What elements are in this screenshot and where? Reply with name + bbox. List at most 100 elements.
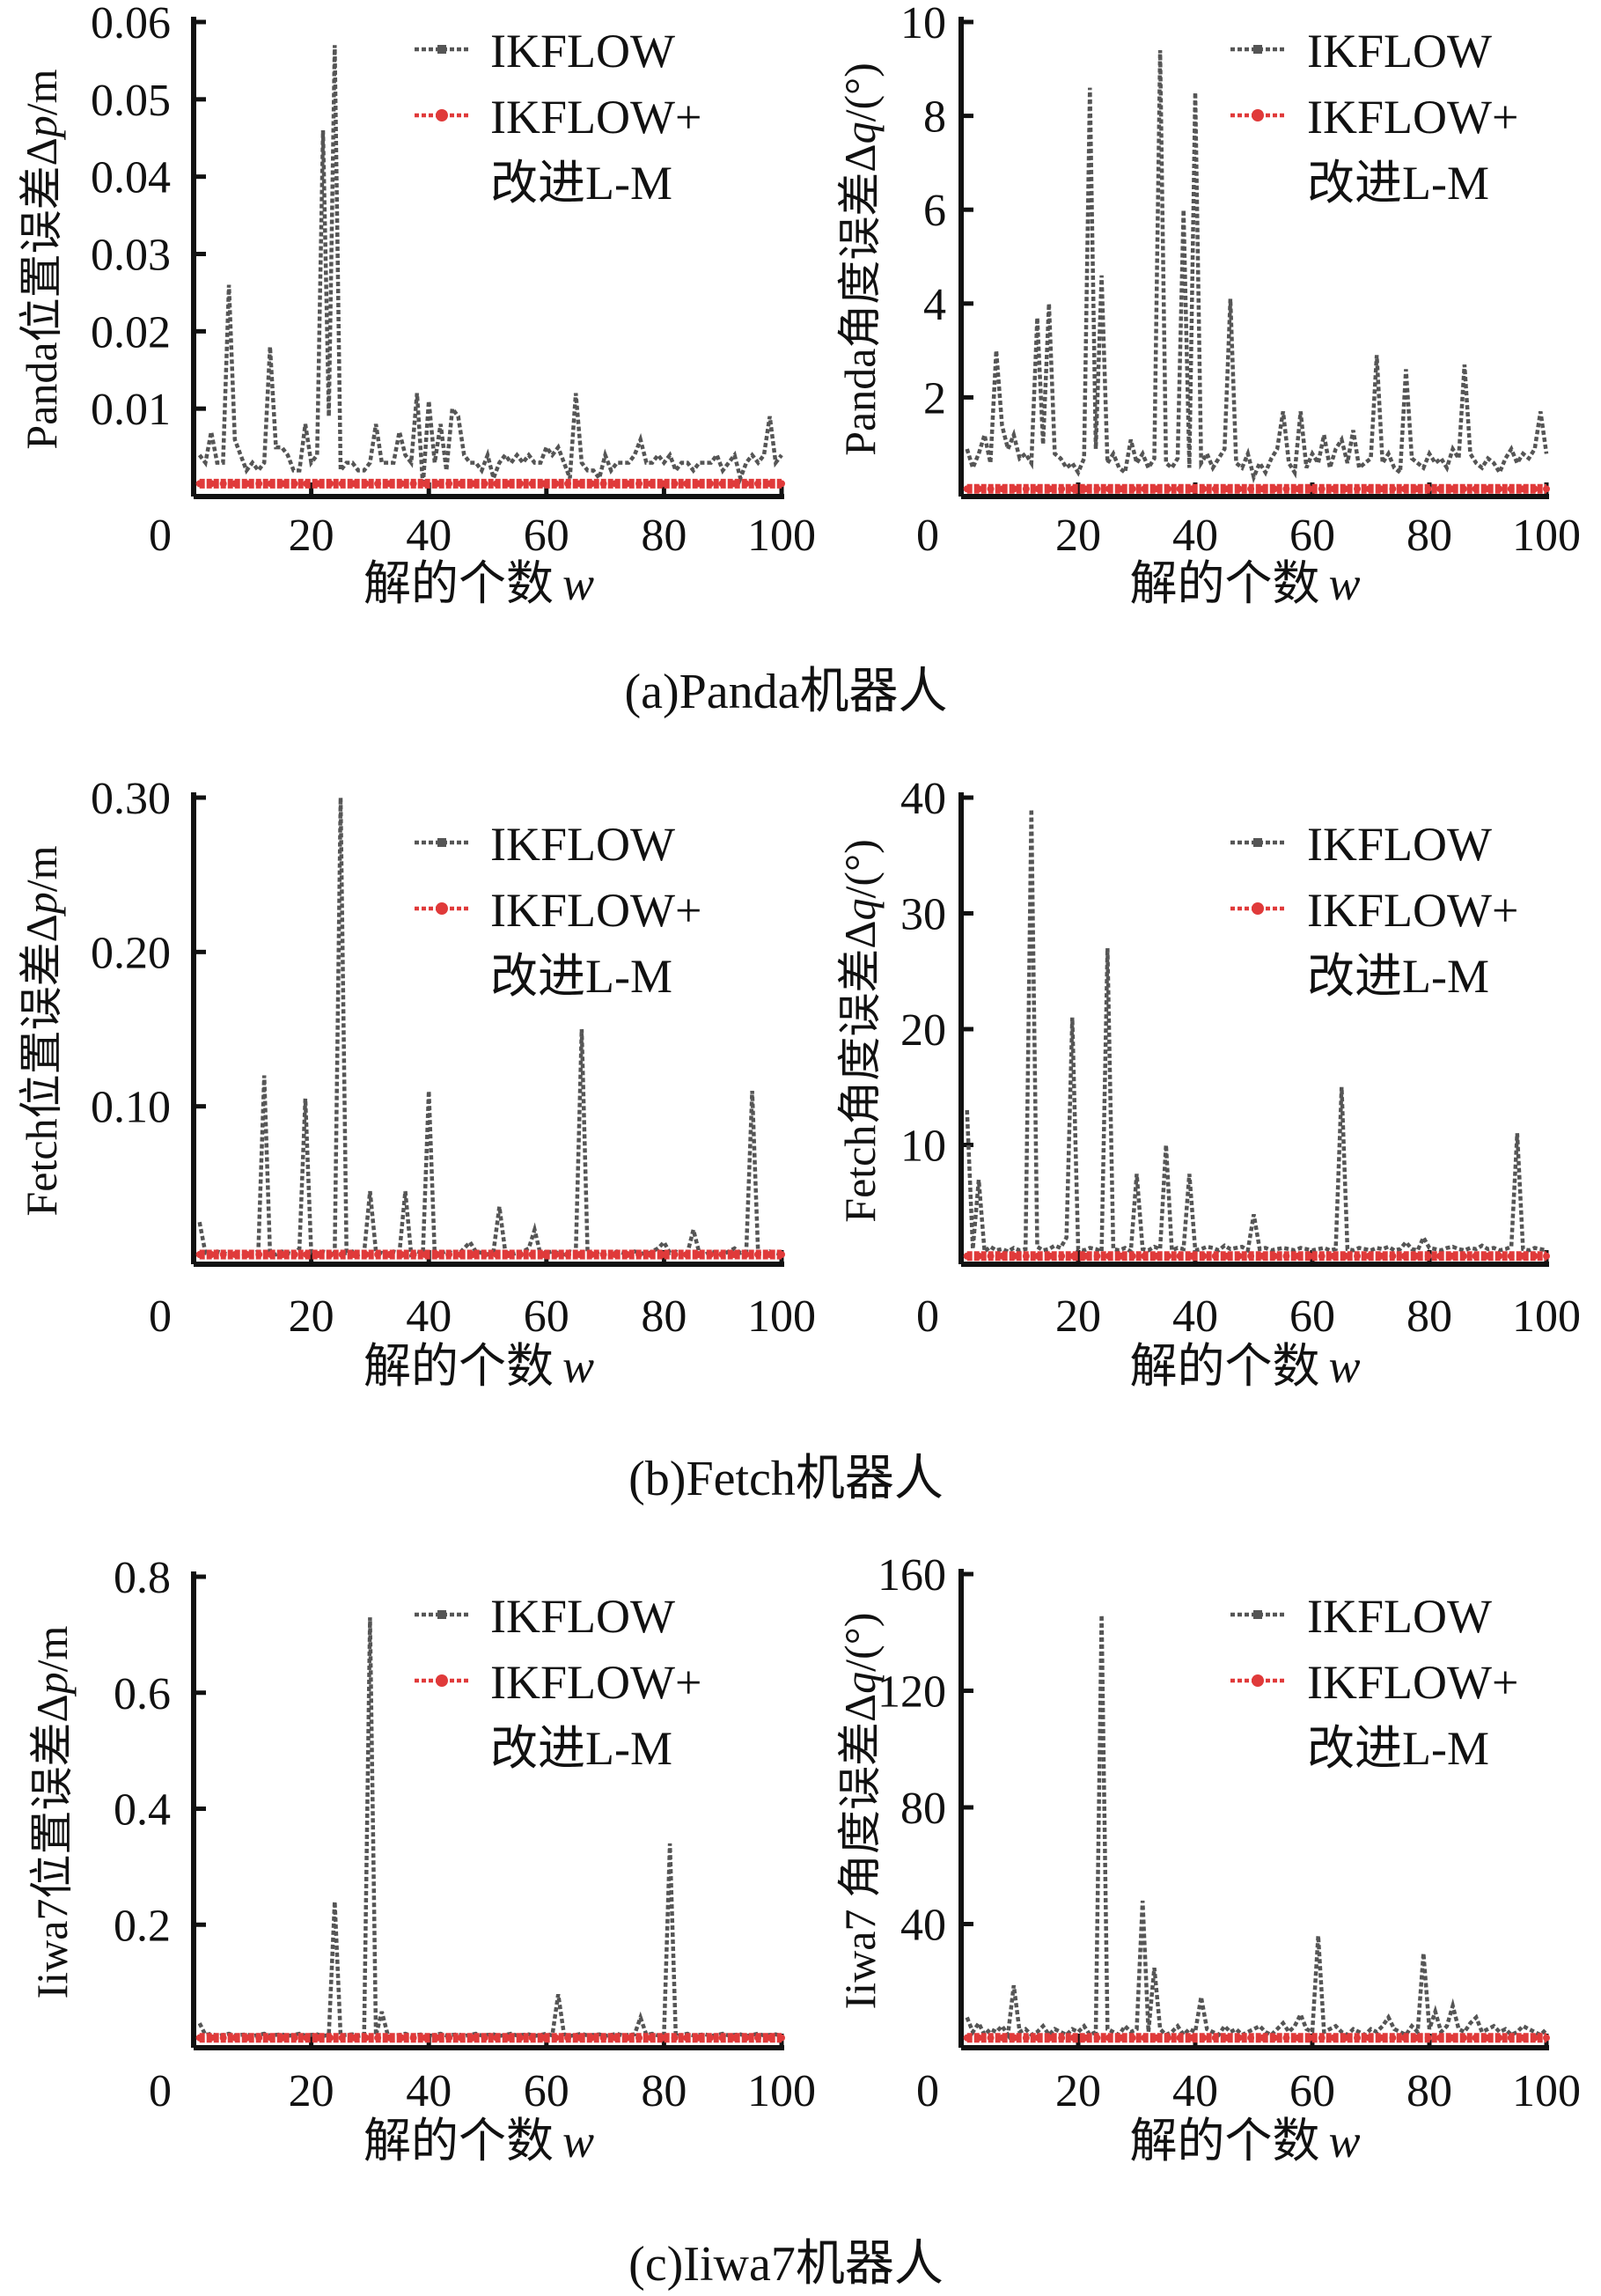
series-ikflow-plus-lm-point (1082, 1252, 1090, 1260)
series-ikflow-plus-lm-point (1141, 1252, 1149, 1260)
series-ikflow-plus-lm-point (707, 1250, 715, 1258)
series-ikflow-plus-lm-point (1247, 2034, 1255, 2042)
series-ikflow-plus-lm-point (694, 2034, 702, 2042)
series-ikflow-plus-lm-point (552, 1250, 560, 1258)
series-ikflow-plus-lm-point (998, 485, 1006, 493)
series-ikflow-plus-lm-point (469, 480, 477, 488)
series-ikflow-plus-lm-point (1459, 485, 1467, 493)
series-ikflow-plus-lm-point (1519, 1252, 1527, 1260)
chart-fetch-position: 0.10 0.20 0.30 0 20 40 60 80 100 IKFLOW IKFLOW+ 改进L… (17, 774, 816, 1393)
x-axis-label-variable: w (562, 2115, 594, 2167)
series-ikflow-plus-lm-point (718, 2034, 726, 2042)
series-ikflow-plus-lm-point (1318, 1252, 1326, 1260)
legend-ikflow-plus-label-line2: 改进L-M (1307, 950, 1489, 1003)
y-axis-label: Fetch位置误差Δp/m (17, 845, 66, 1216)
y-tick-label: 40 (900, 1901, 946, 1951)
x-tick-label: 60 (524, 2066, 569, 2116)
series-ikflow-plus-lm-point (1128, 1252, 1136, 1260)
series-ikflow-plus-lm-point (987, 485, 995, 493)
x-tick-label: 100 (1512, 1292, 1581, 1342)
series-ikflow-plus-lm-point (1211, 485, 1219, 493)
series-ikflow-plus-lm-point (1424, 485, 1432, 493)
series-ikflow-plus-lm-point (493, 2034, 501, 2042)
y-axis-label-text: Iiwa7 角度误差Δ (835, 1694, 885, 2010)
series-ikflow-plus-lm-point (433, 2034, 441, 2042)
y-axis-label-text: Panda位置误差Δ (17, 137, 66, 449)
series-ikflow-plus-lm-point (742, 1250, 750, 1258)
y-axis-label: Fetch角度误差Δq/(°) (835, 839, 885, 1222)
y-tick-label: 0.30 (91, 774, 171, 824)
y-tick-label: 0.2 (114, 1901, 171, 1951)
x-tick-label: 20 (289, 1292, 334, 1342)
series-ikflow-plus-lm-point (683, 2034, 691, 2042)
series-ikflow-plus-lm-point (362, 480, 370, 488)
series-ikflow-plus-lm-point (314, 1250, 322, 1258)
series-ikflow-plus-lm-point (1022, 2034, 1030, 2042)
legend-ikflow-plus-label: IKFLOW+ (490, 91, 701, 144)
x-tick-label: 100 (1512, 2066, 1581, 2116)
series-ikflow-plus-lm-point (1105, 485, 1113, 493)
series-ikflow-plus-lm-point (1531, 1252, 1539, 1260)
x-tick-label: 40 (406, 1292, 452, 1342)
y-tick-label: 40 (900, 774, 946, 824)
x-tick-label: 80 (641, 2066, 687, 2116)
series-ikflow-plus-lm-point (1223, 2034, 1231, 2042)
series-ikflow-plus-lm-point (517, 1250, 525, 1258)
series-ikflow-plus-lm-point (279, 2034, 287, 2042)
series-ikflow-plus-lm-point (1424, 1252, 1432, 1260)
series-ikflow-plus-lm-point (1069, 2034, 1077, 2042)
series-ikflow-line (197, 45, 783, 487)
series-ikflow-plus-lm-point (338, 1250, 346, 1258)
x-tick-label: 20 (1055, 2066, 1101, 2116)
series-ikflow-plus-lm-point (1436, 485, 1444, 493)
y-axis-label-text: Fetch位置误差Δ (17, 914, 66, 1216)
series-ikflow-plus-lm-point (303, 1250, 311, 1258)
series-ikflow-plus-lm-point (219, 2034, 227, 2042)
series-ikflow-plus-lm-point (350, 1250, 358, 1258)
x-tick-label: 80 (1406, 1292, 1452, 1342)
series-ikflow-plus-lm-point (279, 1250, 287, 1258)
series-ikflow-plus-lm-point (1318, 485, 1326, 493)
x-axis-label-variable: w (562, 557, 594, 610)
series-ikflow-plus-lm-point (647, 480, 655, 488)
series-ikflow-plus-lm-point (267, 1250, 275, 1258)
series-ikflow-plus-lm-point (327, 480, 334, 488)
legend-ikflow-marker (1253, 45, 1262, 54)
series-ikflow-plus-lm-point (303, 2034, 311, 2042)
series-ikflow-plus-lm-point (1377, 2034, 1384, 2042)
y-axis-label: Iiwa7位置误差Δp/m (27, 1626, 77, 1999)
x-axis-label: 解的个数 w (364, 2115, 594, 2167)
y-tick-label: 0.8 (114, 1553, 171, 1603)
y-axis-label-unit: /(°) (835, 63, 885, 121)
series-ikflow-plus-lm-point (1187, 1252, 1195, 1260)
series-ikflow-plus-lm-point (1058, 1252, 1066, 1260)
x-axis-label: 解的个数 w (1129, 1340, 1360, 1393)
series-ikflow-plus-lm-point (1117, 485, 1125, 493)
panel-caption: (a)Panda机器人 (624, 665, 947, 719)
x-tick-label: 60 (524, 511, 569, 561)
series-ikflow-plus-lm-point (1306, 485, 1314, 493)
series-ikflow-plus-lm-point (1400, 1252, 1408, 1260)
y-tick-label: 0.04 (91, 153, 171, 203)
series-ikflow-plus-lm-point (1459, 1252, 1467, 1260)
series-ikflow-plus-lm-point (1282, 2034, 1290, 2042)
series-ikflow-plus-lm-point (778, 1250, 785, 1258)
x-tick-label: 20 (289, 2066, 334, 2116)
series-ikflow-plus-lm-point (1235, 2034, 1243, 2042)
x-tick-label: 40 (406, 511, 452, 561)
series-ikflow-plus-lm-point (195, 1250, 203, 1258)
series-ikflow-plus-lm-point (255, 2034, 263, 2042)
x-tick-label: 60 (1289, 1292, 1335, 1342)
series-ikflow-plus-lm-point (493, 480, 501, 488)
series-ikflow-plus-lm-point (540, 2034, 548, 2042)
series-ikflow-plus-lm-point (1259, 485, 1267, 493)
chart-panda-position: 0.01 0.02 0.03 0.04 0.05 0.06 0 20 40 60 80 100 IKFL… (17, 0, 816, 610)
series-ikflow-plus-lm-point (1519, 2034, 1527, 2042)
series-ikflow-plus-lm-point (540, 1250, 548, 1258)
series-ikflow-plus-lm-point (1436, 2034, 1444, 2042)
x-axis-label: 解的个数 w (1129, 2115, 1360, 2167)
legend-ikflow-plus-label-line2: 改进L-M (1307, 157, 1489, 210)
series-ikflow-plus-lm-point (1341, 1252, 1349, 1260)
y-axis-label-variable: p (17, 892, 66, 916)
y-axis-label-variable: q (835, 1672, 885, 1694)
